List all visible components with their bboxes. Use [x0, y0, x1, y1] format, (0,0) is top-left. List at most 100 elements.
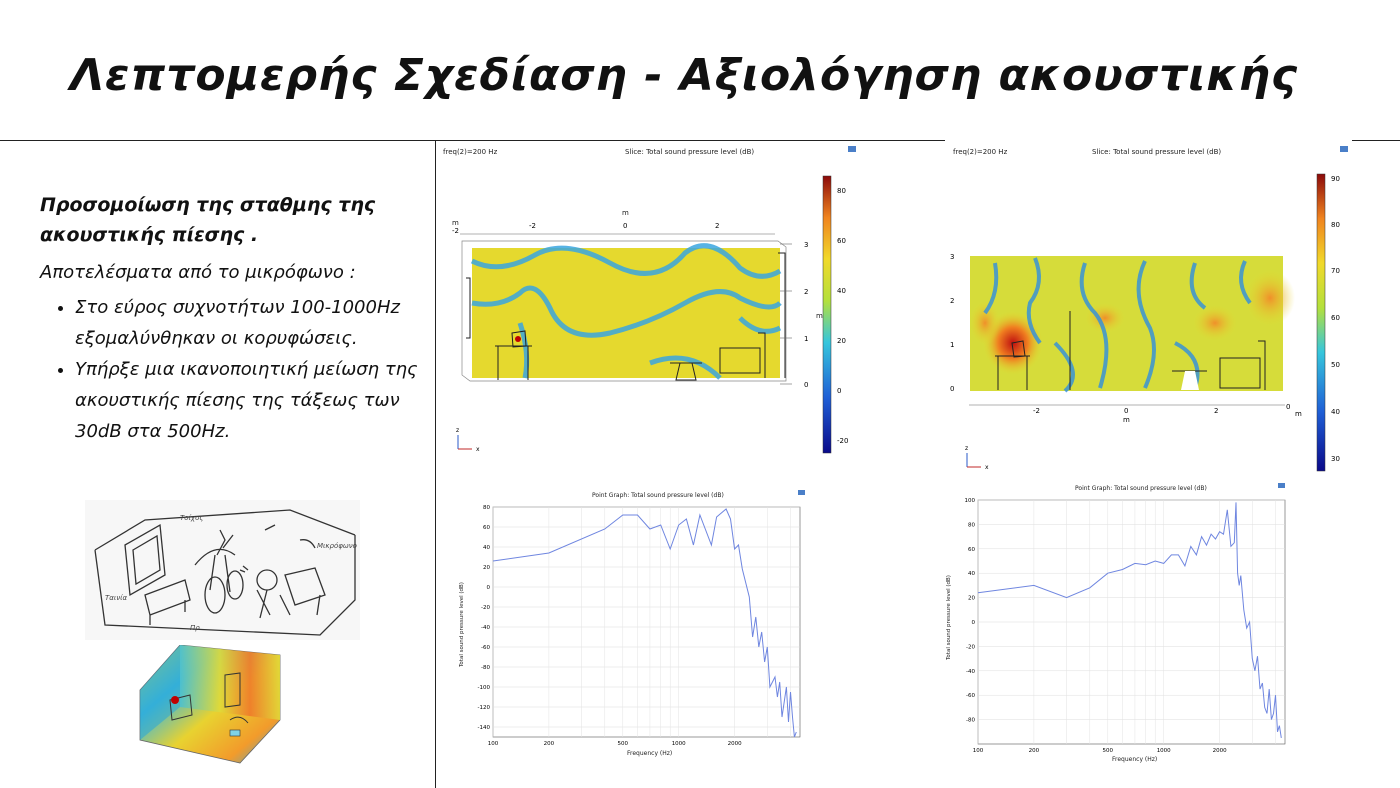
chart-1-ylabel: Total sound pressure level (dB) [459, 582, 465, 668]
slice-1-left-tick: -2 [452, 227, 459, 235]
slice-1-axis-triad: z x [456, 427, 480, 453]
chart-1-y-tick-label: 60 [483, 525, 490, 531]
slice-2-y-tick-3: 3 [950, 253, 954, 261]
chart-2-y-tick-label: 0 [972, 620, 976, 626]
room-sketch: Τοίχος Μικρόφωνο Tαινία Πρ [85, 500, 360, 640]
slice-1-cbar-tick-20: 20 [837, 337, 846, 345]
chart-1-y-tick-label: -100 [478, 685, 491, 691]
svg-text:Πρ: Πρ [190, 624, 200, 632]
slice-1-axis-unit-left: m [452, 219, 459, 227]
slice-1-x-tick-2: 0 [623, 222, 627, 230]
chart-1-x-tick-label: 1000 [672, 741, 686, 747]
chart-1-y-tick-label: 40 [483, 545, 490, 551]
chart-1-y-tick-label: -120 [478, 705, 491, 711]
slice-2-x-tick-2: 0 [1124, 407, 1128, 415]
slice-1-export-icon[interactable] [848, 146, 856, 152]
svg-text:Μικρόφωνο: Μικρόφωνο [317, 542, 357, 550]
slice-plot-before: freq(2)=200 Hz Slice: Total sound pressu… [443, 146, 856, 454]
slice-2-title: Slice: Total sound pressure level (dB) [1092, 148, 1221, 156]
slice-2-x-tick-1: -2 [1033, 407, 1040, 415]
slice-1-cbar-tick-m20: -20 [837, 437, 848, 445]
chart-2-x-tick-label: 200 [1029, 748, 1040, 754]
room-3d-simulation [139, 645, 281, 764]
column-divider [435, 140, 436, 788]
chart-1-plot-frame [492, 506, 801, 738]
chart-2-series-line [977, 502, 1282, 738]
slice-2-freq-label: freq(2)=200 Hz [953, 148, 1008, 156]
slice-1-cbar-tick-60: 60 [837, 237, 846, 245]
slice-2-cbar-tick-80: 80 [1331, 221, 1340, 229]
result-bullet-2: Υπήρξε μια ικανοποιητική μείωση της ακου… [75, 354, 435, 447]
chart-2-ylabel: Total sound pressure level (dB) [946, 575, 952, 661]
slice-2-y-tick-0: 0 [950, 385, 954, 393]
svg-text:z: z [456, 427, 459, 434]
chart-1-x-tick-label: 2000 [728, 741, 742, 747]
slice-2-colorbar [1316, 173, 1326, 472]
spl-line-chart-before: Point Graph: Total sound pressure level … [459, 490, 805, 757]
slice-1-axis-unit-top: m [622, 209, 629, 217]
chart-2-y-tick-label: -80 [966, 718, 975, 724]
chart-1-series-line [492, 508, 797, 738]
chart-2-x-tick-label: 100 [973, 748, 984, 754]
slice-2-cbar-tick-30: 30 [1331, 455, 1340, 463]
chart-2-y-tick-label: 20 [968, 596, 975, 602]
slice-2-export-icon[interactable] [1340, 146, 1348, 152]
chart-2-y-tick-label: -40 [966, 669, 975, 675]
slice-2-cbar-tick-60: 60 [1331, 314, 1340, 322]
results-intro: Αποτελέσματα από το μικρόφωνο : [40, 262, 356, 283]
page-title: Λεπτομερής Σχεδίαση - Αξιολόγηση ακουστι… [70, 50, 1299, 101]
chart-1-y-tick-label: -60 [481, 645, 490, 651]
slice-1-y-tick-1: 1 [804, 335, 808, 343]
result-bullet-1: Στο εύρος συχνοτήτων 100-1000Hz εξομαλύν… [75, 292, 435, 354]
svg-text:Tαινία: Tαινία [105, 594, 128, 602]
svg-text:Τοίχος: Τοίχος [180, 514, 203, 522]
chart-2-xlabel: Frequency (Hz) [1112, 756, 1157, 763]
chart-2-title: Point Graph: Total sound pressure level … [1075, 485, 1207, 492]
chart-2-x-tick-label: 500 [1103, 748, 1114, 754]
chart-1-y-tick-label: -20 [481, 605, 490, 611]
slice-2-axis-unit-right: m [1295, 410, 1302, 418]
chart-1-y-tick-label: 80 [483, 505, 490, 511]
chart-1-export-icon[interactable] [798, 490, 805, 495]
slice-2-cbar-tick-50: 50 [1331, 361, 1340, 369]
chart-1-y-tick-label: 20 [483, 565, 490, 571]
svg-text:x: x [985, 464, 989, 471]
title-divider-left [0, 140, 945, 141]
chart-2-x-tick-label: 1000 [1157, 748, 1171, 754]
slice-1-x-tick-3: 2 [715, 222, 719, 230]
slice-plot-after: freq(2)=200 Hz Slice: Total sound pressu… [950, 146, 1348, 472]
slice-2-x-tick-3: 2 [1214, 407, 1218, 415]
slice-1-colorbar [822, 175, 832, 454]
title-divider-right [1352, 140, 1400, 141]
slice-2-axis-triad: z x [965, 445, 989, 471]
chart-1-title: Point Graph: Total sound pressure level … [592, 492, 724, 499]
slice-1-y-tick-0: 0 [804, 381, 808, 389]
chart-2-y-tick-label: 60 [968, 547, 975, 553]
chart-2-y-tick-label: 100 [965, 498, 976, 504]
slice-1-y-tick-2: 2 [804, 288, 808, 296]
slice-1-axis-unit-right: m [816, 312, 823, 320]
slice-2-cbar-tick-40: 40 [1331, 408, 1340, 416]
chart-2-y-tick-label: 80 [968, 522, 975, 528]
slice-1-x-tick-1: -2 [529, 222, 536, 230]
slice-2-x-tick-right: 0 [1286, 403, 1290, 411]
slice-1-title: Slice: Total sound pressure level (dB) [625, 148, 754, 156]
chart-2-y-tick-label: 40 [968, 571, 975, 577]
chart-2-x-tick-label: 2000 [1213, 748, 1227, 754]
slice-2-y-tick-2: 2 [950, 297, 954, 305]
slice-2-nodal-lines [983, 257, 1252, 393]
slice-2-axis-unit-bottom: m [1123, 416, 1130, 424]
chart-1-y-tick-label: 0 [487, 585, 491, 591]
spl-line-chart-after: Point Graph: Total sound pressure level … [946, 483, 1286, 763]
slice-2-y-tick-1: 1 [950, 341, 954, 349]
chart-2-y-tick-label: -20 [966, 644, 975, 650]
chart-1-x-tick-label: 200 [544, 741, 555, 747]
slice-1-freq-label: freq(2)=200 Hz [443, 148, 498, 156]
chart-2-y-tick-label: -60 [966, 693, 975, 699]
svg-text:x: x [476, 446, 480, 453]
slice-2-cbar-tick-90: 90 [1331, 175, 1340, 183]
slice-2-cbar-tick-70: 70 [1331, 267, 1340, 275]
slice-1-y-tick-3: 3 [804, 241, 808, 249]
chart-1-y-tick-label: -40 [481, 625, 490, 631]
chart-2-export-icon[interactable] [1278, 483, 1285, 488]
